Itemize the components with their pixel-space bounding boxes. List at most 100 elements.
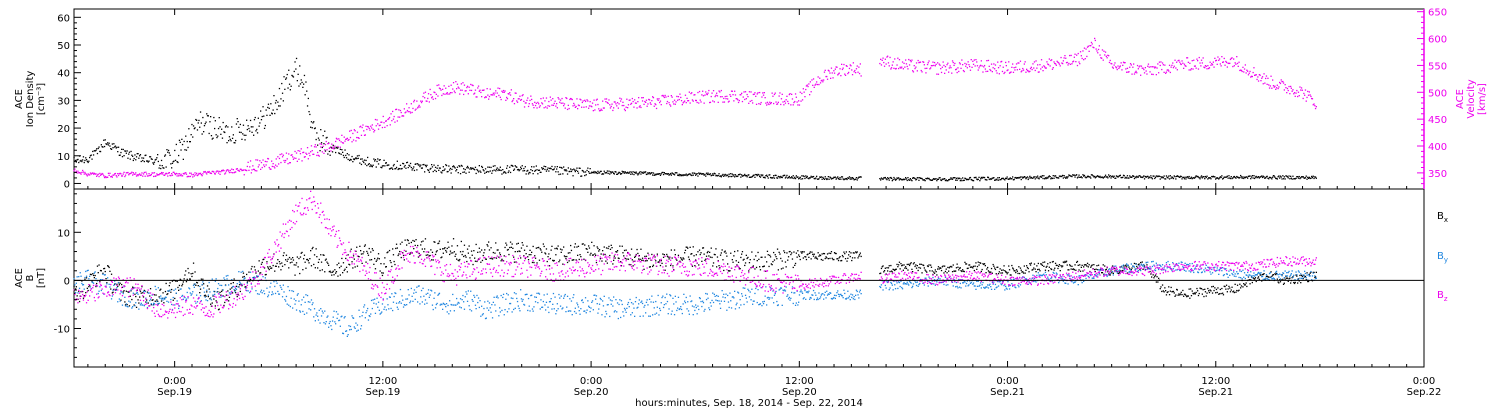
bx-series-point [266, 261, 268, 263]
density-series-point [1297, 176, 1299, 178]
density-series-point [734, 174, 737, 176]
density-series-point [246, 128, 248, 131]
velocity-series-point [799, 91, 801, 93]
bx-series-point [231, 287, 233, 289]
density-series-point [833, 176, 836, 179]
by-series-point [162, 299, 164, 301]
density-series-point [343, 156, 345, 159]
by-series-point [136, 291, 138, 294]
density-series-point [414, 163, 416, 165]
bx-series-point [246, 281, 248, 283]
density-series-point [513, 169, 515, 171]
density-series-point [881, 178, 883, 180]
velocity-series-point [334, 145, 336, 147]
density-series-point [857, 177, 859, 179]
velocity-series-point [696, 101, 698, 104]
bx-series-point [998, 271, 1000, 273]
bx-series-point [600, 253, 602, 255]
bx-series-point [482, 254, 484, 257]
bx-series-point [923, 264, 925, 267]
bx-series-point [506, 244, 508, 246]
velocity-series-point [1234, 62, 1236, 64]
bx-series-point [521, 242, 523, 244]
density-series-point [1125, 176, 1127, 178]
density-series-point [464, 168, 466, 171]
velocity-series-point [1166, 69, 1168, 71]
density-series-point [725, 175, 727, 177]
by-series-point [238, 281, 241, 283]
velocity-series-point [292, 156, 294, 158]
velocity-series-point [192, 173, 195, 176]
density-series-point [349, 159, 351, 162]
density-series-point [1221, 175, 1223, 177]
velocity-series-point [711, 92, 713, 94]
density-series-point [1160, 176, 1162, 178]
velocity-series-point [905, 59, 907, 61]
velocity-series-point [694, 94, 696, 96]
bx-series-point [440, 257, 442, 259]
density-series-point [363, 159, 366, 161]
density-series-point [292, 76, 295, 78]
density-series-point [124, 150, 127, 152]
velocity-series-point [441, 94, 443, 97]
velocity-series-point [1243, 68, 1246, 70]
bx-series-point [510, 246, 512, 248]
bx-series-point [598, 250, 600, 252]
density-series-point [157, 154, 159, 156]
density-series-point [278, 105, 280, 107]
velocity-series-point [402, 115, 405, 117]
velocity-series-point [211, 170, 213, 173]
by-series-point [124, 305, 127, 307]
bx-series-point [551, 245, 553, 247]
density-series-point [504, 171, 506, 173]
density-series-point [705, 175, 707, 177]
velocity-series-point [884, 58, 886, 60]
bx-series-point [1158, 277, 1160, 279]
density-series-point [787, 176, 790, 179]
density-series-point [388, 164, 390, 166]
density-series-point [161, 165, 163, 167]
density-series-point [392, 165, 395, 167]
density-series-point [1206, 175, 1208, 177]
by-series-point [144, 290, 146, 293]
bx-series-point [990, 267, 993, 270]
bx-series-point [946, 272, 948, 274]
bx-series-point [721, 249, 723, 251]
bx-series-point [740, 256, 742, 259]
bx-series-point [904, 267, 906, 269]
bx-series-point [697, 251, 699, 253]
density-series-point [983, 176, 986, 179]
bx-series-point [257, 270, 259, 272]
bx-series-point [952, 264, 954, 266]
bx-series-point [172, 299, 174, 301]
velocity-series-point [966, 67, 968, 69]
bx-series-point [860, 255, 862, 258]
velocity-series-point [1123, 62, 1125, 64]
density-series-point [234, 142, 236, 144]
bx-series-point [1101, 272, 1104, 274]
bx-series-point [456, 258, 458, 260]
density-series-point [374, 160, 376, 162]
velocity-series-point [132, 172, 134, 174]
bx-series-point [406, 244, 408, 246]
bx-series-point [782, 267, 784, 269]
density-series-point [281, 92, 284, 94]
bx-series-point [925, 270, 927, 272]
density-series-point [215, 134, 217, 136]
bx-series-point [367, 252, 369, 254]
bx-series-point [1079, 270, 1082, 272]
bx-series-point [810, 258, 812, 260]
velocity-series-point [153, 175, 155, 178]
velocity-series-point [776, 103, 779, 105]
bx-series-point [239, 290, 241, 293]
velocity-series-point [88, 174, 90, 176]
density-series-point [961, 180, 963, 182]
velocity-series-point [904, 66, 906, 68]
velocity-series-point [899, 66, 901, 68]
velocity-series-point [761, 96, 763, 98]
density-series-point [1015, 176, 1017, 179]
bx-series-point [1229, 287, 1231, 289]
density-series-point [1128, 177, 1130, 179]
bx-series-point [1157, 281, 1159, 283]
density-series-point [459, 173, 462, 175]
